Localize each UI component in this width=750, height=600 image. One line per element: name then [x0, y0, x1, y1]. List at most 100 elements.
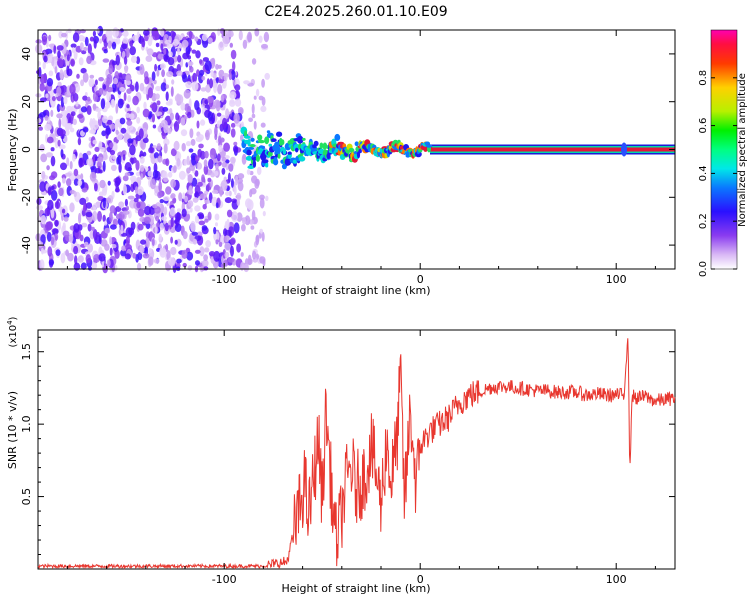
- signal-band-cell: [244, 135, 251, 139]
- spectrogram-y-tick-label: -40: [20, 236, 33, 254]
- spectrogram-cell: [124, 253, 131, 260]
- spectrogram-cell: [181, 249, 188, 259]
- spectrogram-cell: [223, 142, 231, 152]
- spectrogram-cell: [70, 111, 76, 117]
- spectrogram-cell: [218, 135, 222, 144]
- spectrogram-cell: [261, 96, 266, 106]
- spectrogram-cell: [194, 191, 199, 199]
- spectrogram-cell: [39, 97, 47, 103]
- spectrogram-cell: [90, 166, 95, 171]
- spectrogram-cell: [48, 34, 52, 42]
- spectrogram-cell: [56, 113, 63, 119]
- spectrogram-cell: [196, 120, 200, 129]
- spectrogram-cell: [80, 262, 87, 271]
- spectrogram-cell: [209, 148, 217, 160]
- spectrogram-cell: [263, 31, 270, 43]
- spectrogram-cell: [124, 198, 128, 207]
- spectrogram-cell: [180, 102, 186, 111]
- signal-band-cell: [292, 159, 298, 164]
- spectrogram-noise-cloud: [35, 25, 271, 274]
- spectrogram-cell: [86, 96, 91, 102]
- spectrogram-cell: [173, 140, 180, 151]
- spectrogram-cell: [192, 72, 198, 83]
- spectrogram-cell: [65, 172, 72, 177]
- spectrogram-cell: [61, 116, 68, 127]
- spectrogram-cell: [120, 249, 127, 257]
- spectrogram-cell: [184, 195, 189, 203]
- spectrogram-cell: [61, 208, 66, 214]
- spectrogram-y-tick-label: 20: [20, 95, 33, 109]
- spectrogram-cell: [204, 99, 209, 105]
- spectrogram-cell: [256, 166, 262, 176]
- spectrogram-cell: [216, 112, 222, 117]
- snr-x-tick-label: 100: [606, 573, 627, 586]
- spectrogram-cell: [207, 177, 212, 183]
- spectrogram-cell: [66, 68, 73, 77]
- spectrogram-cell: [194, 170, 199, 177]
- spectrogram-cell: [89, 36, 94, 42]
- spectrogram-cell: [47, 199, 54, 211]
- signal-band-cell: [273, 156, 278, 164]
- signal-band-cell: [277, 146, 281, 154]
- signal-band-cell: [284, 158, 292, 166]
- spectrogram-cell: [228, 72, 233, 81]
- spectrogram-cell: [170, 217, 174, 228]
- spectrogram-cell: [109, 205, 116, 214]
- spectrogram-cell: [172, 38, 180, 47]
- spectrogram-cell: [191, 81, 199, 91]
- spectrogram-cell: [72, 32, 80, 43]
- spectrogram-cell: [59, 129, 66, 137]
- spectrogram-cell: [137, 208, 145, 217]
- spectrogram-cell: [129, 156, 137, 164]
- spectrogram-cell: [250, 188, 257, 195]
- spectrogram-cell: [156, 69, 160, 77]
- spectrogram-cell: [76, 73, 80, 79]
- spectrogram-cell: [83, 46, 88, 52]
- spectrogram-cell: [264, 72, 271, 80]
- spectrogram-cell: [126, 104, 130, 109]
- spectrogram-cell: [111, 99, 115, 107]
- spectrogram-cell: [218, 241, 223, 247]
- spectrogram-cell: [192, 197, 199, 203]
- spectrogram-cell: [195, 136, 203, 142]
- signal-band-cell: [264, 136, 270, 145]
- spectrogram-cell: [114, 187, 120, 193]
- spectrogram-cell: [80, 173, 84, 181]
- spectrogram-cell: [40, 247, 44, 255]
- spectrogram-cell: [99, 179, 106, 189]
- spectrogram-cell: [174, 219, 178, 224]
- signal-band-cell: [277, 153, 281, 159]
- spectrogram-cell: [234, 98, 242, 107]
- spectrogram-xlabel: Height of straight line (km): [281, 284, 430, 297]
- spectrogram-cell: [253, 120, 257, 130]
- signal-band-cell: [354, 141, 359, 147]
- spectrogram-cell: [233, 185, 237, 196]
- spectrogram-cell: [58, 187, 64, 197]
- spectrogram-cell: [77, 34, 85, 42]
- spectrogram-cell: [157, 53, 165, 60]
- spectrogram-cell: [155, 42, 160, 48]
- spectrogram-cell: [247, 199, 254, 211]
- colorbar-tick-label: 0.0: [698, 261, 709, 277]
- spectrogram-cell: [50, 207, 55, 219]
- spectrogram-cell: [85, 196, 89, 202]
- spectrogram-cell: [204, 199, 211, 204]
- spectrogram-cell: [116, 156, 120, 165]
- spectrogram-cell: [181, 142, 186, 152]
- spectrogram-cell: [167, 57, 175, 66]
- spectrogram-cell: [204, 60, 212, 71]
- spectrogram-cell: [126, 206, 129, 211]
- spectrogram-cell: [92, 210, 98, 222]
- signal-band-cell: [245, 155, 253, 161]
- signal-band-cell: [301, 137, 306, 141]
- spectrogram-cell: [139, 245, 145, 254]
- spectrogram-cell: [194, 249, 201, 254]
- spectrogram-cell: [47, 246, 53, 257]
- spectrogram-y-tick-label: 40: [20, 47, 33, 61]
- spectrogram-cell: [122, 184, 127, 196]
- spectrogram-cell: [122, 30, 129, 37]
- spectrogram-cell: [183, 158, 188, 166]
- spectrogram-cell: [124, 172, 131, 177]
- signal-band-cell: [337, 141, 345, 145]
- spectrogram-cell: [62, 177, 66, 184]
